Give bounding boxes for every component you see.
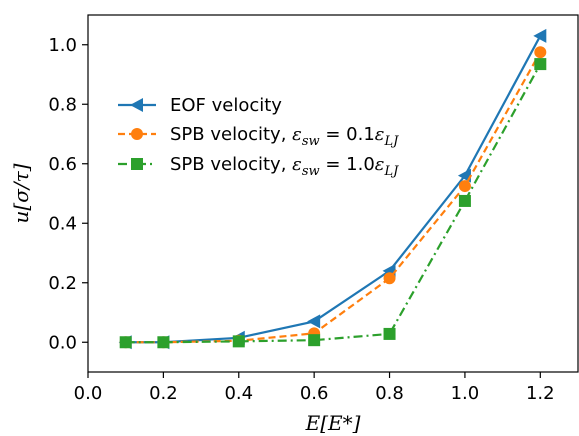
data-point xyxy=(458,194,471,207)
legend-label: SPB velocity, εsw = 1.0εLJ xyxy=(170,154,399,179)
x-tick-label: 0.0 xyxy=(74,383,103,404)
data-point xyxy=(383,272,396,285)
x-tick-label: 1.0 xyxy=(451,383,480,404)
legend: EOF velocity SPB velocity, εsw = 0.1εLJ SP… xyxy=(118,95,399,179)
data-point xyxy=(119,336,132,349)
data-point xyxy=(307,314,321,329)
legend-marker xyxy=(130,98,143,112)
x-tick-label: 0.6 xyxy=(300,383,329,404)
x-tick-label: 0.2 xyxy=(149,383,178,404)
data-point xyxy=(157,336,170,349)
y-axis-label: u[σ/τ] xyxy=(9,163,33,223)
series-3 xyxy=(119,58,547,349)
legend-marker xyxy=(131,158,143,170)
y-tick-label: 0.4 xyxy=(48,213,77,234)
plot-area xyxy=(87,14,579,373)
x-axis-label: E[E*] xyxy=(305,411,361,435)
series-2 xyxy=(119,46,547,349)
data-point xyxy=(308,334,321,347)
x-axis: 0.0 0.2 0.4 0.6 0.8 1.0 1.2 xyxy=(74,372,555,404)
y-tick-label: 0.6 xyxy=(48,154,77,175)
y-axis: 0.0 0.2 0.4 0.6 0.8 1.0 xyxy=(48,35,88,353)
plot-frame xyxy=(87,14,579,373)
y-tick-label: 1.0 xyxy=(48,35,77,56)
series-layer xyxy=(118,28,547,350)
series-line xyxy=(125,35,542,344)
data-point xyxy=(458,180,471,193)
data-point xyxy=(383,327,396,340)
data-point xyxy=(534,46,547,59)
y-tick-label: 0.8 xyxy=(48,94,77,115)
data-point xyxy=(533,28,547,43)
legend-label: EOF velocity xyxy=(170,95,282,116)
series-1 xyxy=(118,28,547,350)
x-tick-label: 0.4 xyxy=(224,383,253,404)
data-point xyxy=(534,58,547,71)
legend-label: SPB velocity, εsw = 0.1εLJ xyxy=(170,124,399,149)
x-tick-label: 1.2 xyxy=(526,383,555,404)
y-tick-label: 0.0 xyxy=(48,332,77,353)
x-tick-label: 0.8 xyxy=(375,383,404,404)
y-tick-label: 0.2 xyxy=(48,273,77,294)
legend-marker xyxy=(131,128,143,140)
data-point xyxy=(232,335,245,348)
